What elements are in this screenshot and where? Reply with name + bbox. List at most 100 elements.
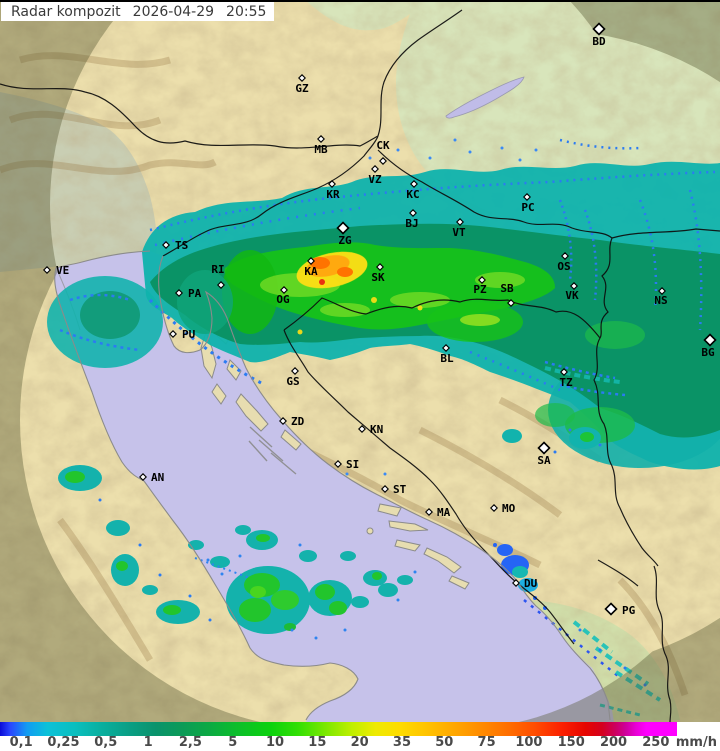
city-marker-icon [169,330,177,338]
city-label: PC [521,201,534,214]
city-label: VE [56,264,69,277]
city-label: ZD [291,415,305,428]
legend-tick: 200 [599,735,628,750]
city-mo: MO [490,502,516,515]
city-marker-icon [537,441,551,455]
city-marker-icon [139,473,147,481]
city-label: CK [376,139,390,152]
city-marker-icon [162,241,170,249]
city-marker-icon [334,460,342,468]
city-marker-icon [291,367,299,375]
legend-tick: 20 [350,735,369,750]
city-marker-icon [512,579,520,587]
city-marker-icon [217,281,225,289]
map-top-border [0,0,720,2]
city-marker-icon [279,417,287,425]
legend-tick: 75 [477,735,496,750]
city-marker-icon [409,209,417,217]
city-si: SI [334,458,359,471]
legend-tick: 50 [435,735,454,750]
title-bar: Radar kompozit 2026-04-29 20:55 [1,2,275,21]
city-marker-icon [410,180,418,188]
city-zd: ZD [279,415,305,428]
city-marker-icon [604,602,618,616]
city-label: TZ [559,376,573,389]
city-tz: TZ [559,368,573,389]
legend-tick: 35 [392,735,412,750]
city-marker-icon [456,218,464,226]
city-sb: SB [500,282,515,307]
city-marker-icon [376,263,384,271]
country-borders [0,9,720,722]
city-label: RI [211,263,224,276]
city-kc: KC [406,180,420,201]
city-label: TS [175,239,188,252]
city-label: KN [370,423,383,436]
city-bd: BD [592,22,606,48]
city-pc: PC [521,193,535,214]
city-marker-icon [379,157,387,165]
city-marker-icon [317,135,325,143]
city-label: PA [188,287,202,300]
city-marker-icon [381,485,389,493]
legend-tick: 10 [265,735,285,750]
city-ka: KA [304,257,318,278]
product-title: Radar kompozit [11,3,121,20]
legend-ticks: 0,1 0,25 0,5 1 2,5 5 10 15 20 35 50 75 100 150 200 250 [0,736,677,751]
city-bj: BJ [405,209,419,230]
city-marker-icon [425,508,433,516]
city-marker-icon [442,344,450,352]
city-label: MB [314,143,328,156]
city-marker-icon [490,504,498,512]
city-marker-icon [328,180,336,188]
title-time: 20:55 [226,3,267,20]
city-label: AN [151,471,164,484]
city-marker-icon [298,74,306,82]
legend-tick: 0,5 [94,735,118,750]
city-ri: RI [211,263,225,289]
legend-tick: 0,25 [47,735,80,750]
radar-range-overlay [0,0,720,722]
city-marker-icon [703,333,717,347]
city-os: OS [557,252,571,273]
city-label: PZ [473,283,487,296]
legend-unit: mm/h [675,735,717,750]
city-marker-icon [570,282,578,290]
legend-tick: 2,5 [178,735,202,750]
adriatic-shower-cluster [188,525,417,640]
city-pg: PG [604,602,636,617]
city-marker-icon [371,165,379,173]
precipitation-layer [47,138,720,717]
city-st: ST [381,483,407,496]
city-kr: KR [326,180,340,201]
city-marker-icon [43,266,51,274]
city-pa: PA [175,287,202,300]
city-marker-icon [358,425,366,433]
city-an: AN [139,471,164,484]
city-marker-icon [478,276,486,284]
coastlines [54,250,611,721]
city-marker-icon [523,193,531,201]
city-vt: VT [452,218,466,239]
city-pz: PZ [473,276,487,296]
city-label: ZG [338,234,352,247]
radar-map: BD GZ MB CK VZ KC KR ZG BJ VT PC OS VE TS RI PA PU KA SK OG… [0,0,720,722]
city-marker-icon [658,287,666,295]
city-label: DU [524,577,538,590]
city-ns: NS [654,287,668,307]
city-label: BD [592,35,606,48]
city-vk: VK [565,282,579,302]
city-gz: GZ [295,74,309,95]
city-label: SB [500,282,514,295]
city-zg: ZG [336,221,352,247]
legend-tick: 1 [143,735,153,750]
adriatic-sea [54,251,615,722]
city-kn: KN [358,423,383,436]
city-sa: SA [537,441,551,467]
city-ve: VE [43,264,69,277]
city-marker-icon [280,286,288,294]
legend-tick: 0,1 [9,735,33,750]
city-bl: BL [440,344,454,365]
city-ma: MA [425,506,451,519]
city-label: OS [557,260,570,273]
